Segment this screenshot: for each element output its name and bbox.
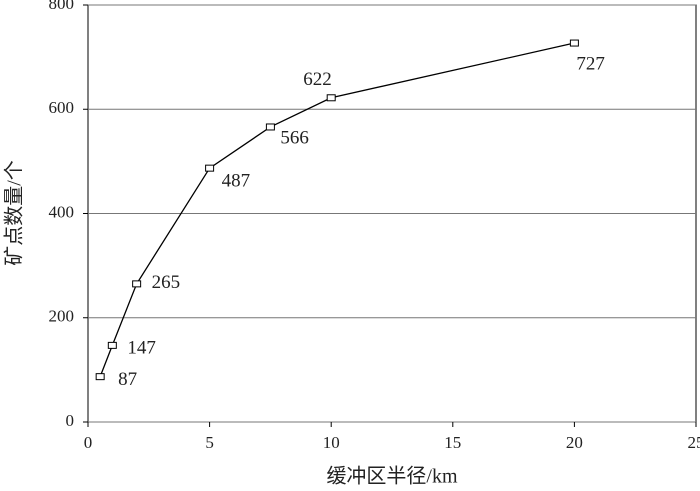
x-tick-label: 15 — [444, 433, 461, 452]
marker — [95, 373, 105, 381]
value-label: 87 — [118, 369, 137, 390]
value-label: 566 — [280, 127, 309, 148]
y-tick-label: 0 — [66, 411, 75, 430]
marker — [107, 341, 117, 349]
value-label: 147 — [127, 338, 156, 359]
value-label: 487 — [222, 171, 251, 192]
y-tick-label: 800 — [49, 0, 75, 13]
value-label: 727 — [576, 53, 605, 74]
y-axis-label: 矿点数量/个 — [3, 160, 26, 266]
marker — [132, 280, 142, 288]
x-axis-label: 缓冲区半径/km — [326, 465, 458, 488]
marker — [326, 94, 336, 102]
marker — [205, 164, 215, 172]
x-tick-label: 5 — [205, 433, 214, 452]
x-tick-label: 0 — [84, 433, 93, 452]
value-label: 265 — [152, 272, 181, 293]
y-tick-label: 400 — [49, 202, 75, 221]
marker — [265, 123, 275, 131]
y-tick-label: 200 — [49, 307, 75, 326]
marker — [569, 39, 579, 47]
value-label: 622 — [303, 69, 332, 90]
x-tick-label: 20 — [566, 433, 583, 452]
y-tick-label: 600 — [49, 98, 75, 117]
x-tick-label: 25 — [688, 433, 700, 452]
line — [99, 42, 575, 377]
x-tick-label: 10 — [323, 433, 340, 452]
